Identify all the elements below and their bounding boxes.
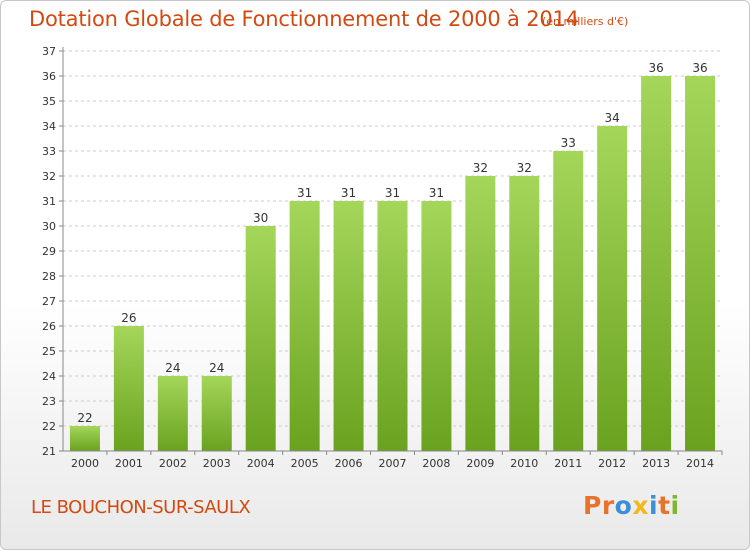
y-tick-label: 26	[42, 320, 56, 333]
y-tick-label: 23	[42, 395, 56, 408]
chart-subtitle: (en milliers d'€)	[542, 15, 629, 28]
data-label: 31	[297, 186, 312, 200]
bar	[465, 176, 496, 451]
data-label: 22	[77, 411, 92, 425]
y-tick-label: 37	[42, 45, 56, 58]
data-label: 24	[165, 361, 180, 375]
y-tick-label: 27	[42, 295, 56, 308]
x-tick-label: 2014	[686, 457, 714, 470]
x-tick-label: 2011	[554, 457, 582, 470]
data-label: 31	[385, 186, 400, 200]
y-tick-label: 30	[42, 220, 56, 233]
bar	[157, 376, 188, 451]
bar	[421, 201, 452, 451]
data-label: 36	[692, 61, 707, 75]
bar	[685, 76, 716, 451]
x-tick-label: 2013	[642, 457, 670, 470]
x-tick-label: 2010	[510, 457, 538, 470]
bar	[553, 151, 584, 451]
y-tick-label: 32	[42, 170, 56, 183]
logo-letter: o	[614, 491, 633, 520]
x-tick-label: 2004	[247, 457, 275, 470]
bar	[597, 126, 628, 451]
bar	[69, 426, 100, 451]
bar	[641, 76, 672, 451]
data-label: 36	[648, 61, 663, 75]
y-tick-label: 24	[42, 370, 56, 383]
data-label: 32	[473, 161, 488, 175]
x-tick-label: 2002	[159, 457, 187, 470]
x-tick-label: 2000	[71, 457, 99, 470]
y-tick-label: 28	[42, 270, 56, 283]
x-tick-label: 2003	[203, 457, 231, 470]
data-label: 31	[429, 186, 444, 200]
y-tick-label: 35	[42, 95, 56, 108]
y-tick-label: 25	[42, 345, 56, 358]
data-label: 32	[517, 161, 532, 175]
bars	[69, 76, 716, 451]
y-tick-label: 34	[42, 120, 56, 133]
y-tick-label: 36	[42, 70, 56, 83]
x-tick-label: 2007	[379, 457, 407, 470]
y-tick-label: 29	[42, 245, 56, 258]
logo-letter: x	[632, 491, 649, 520]
bar	[289, 201, 320, 451]
data-label: 26	[121, 311, 136, 325]
y-tick-label: 22	[42, 420, 56, 433]
chart-title: Dotation Globale de Fonctionnement de 20…	[29, 7, 579, 31]
logo-letter: i	[649, 491, 659, 520]
bar	[333, 201, 364, 451]
y-tick-label: 31	[42, 195, 56, 208]
proxiti-logo[interactable]: Proxiti	[583, 491, 680, 520]
logo-letter: i	[670, 491, 680, 520]
labels: 21 22 23 24 25 26 27 28 29 30 31 32 33 34 35 36 37 22 2000…	[42, 45, 714, 470]
x-tick-label: 2008	[422, 457, 450, 470]
logo-letter: r	[601, 491, 615, 520]
bar	[113, 326, 144, 451]
x-tick-label: 2012	[598, 457, 626, 470]
data-label: 34	[605, 111, 620, 125]
axes	[59, 47, 723, 455]
x-tick-label: 2001	[115, 457, 143, 470]
x-tick-label: 2005	[291, 457, 319, 470]
bar	[377, 201, 408, 451]
bar	[201, 376, 232, 451]
y-tick-label: 21	[42, 445, 56, 458]
data-label: 33	[561, 136, 576, 150]
data-label: 31	[341, 186, 356, 200]
data-label: 24	[209, 361, 224, 375]
logo-letter: t	[658, 491, 671, 520]
x-tick-label: 2009	[466, 457, 494, 470]
bar	[245, 226, 276, 451]
commune-name: LE BOUCHON-SUR-SAULX	[31, 497, 251, 518]
data-label: 30	[253, 211, 268, 225]
x-tick-label: 2006	[335, 457, 363, 470]
logo-letter: P	[583, 491, 602, 520]
bar	[509, 176, 540, 451]
y-tick-label: 33	[42, 145, 56, 158]
